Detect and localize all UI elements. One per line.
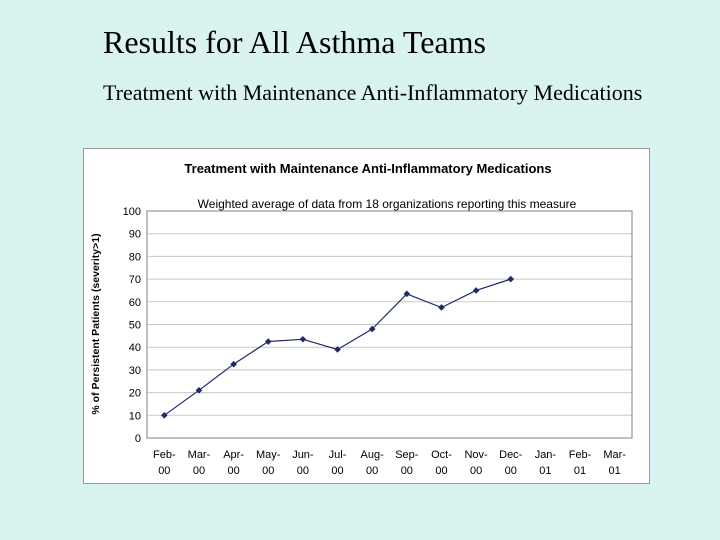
y-tick-label: 40 [129, 342, 141, 354]
y-tick-label: 70 [129, 274, 141, 286]
x-tick-label: Sep-00 [395, 449, 419, 477]
slide-title: Results for All Asthma Teams [103, 24, 486, 60]
x-tick-label: Aug-00 [361, 449, 385, 477]
plot-area [146, 210, 633, 439]
chart-panel: Treatment with Maintenance Anti-Inflamma… [83, 148, 650, 484]
data-point-marker [299, 335, 307, 343]
x-tick-label: Jan-01 [535, 449, 557, 477]
data-point-marker [472, 287, 480, 294]
x-tick-label: Feb-01 [569, 449, 592, 477]
data-point-marker [507, 275, 515, 283]
y-tick-label: 10 [129, 410, 141, 422]
y-tick-label: 90 [129, 229, 141, 241]
x-tick-label: Feb-00 [153, 449, 176, 477]
y-tick-label: 0 [135, 433, 141, 445]
line-chart: Treatment with Maintenance Anti-Inflamma… [90, 161, 633, 477]
data-point-marker [334, 346, 341, 353]
chart-title: Treatment with Maintenance Anti-Inflamma… [184, 161, 551, 176]
slide-subtitle: Treatment with Maintenance Anti-Inflamma… [103, 80, 643, 105]
x-tick-label: Jul-00 [329, 449, 347, 477]
x-tick-label: May-00 [256, 449, 281, 477]
y-tick-label: 80 [129, 251, 141, 263]
data-point-marker [230, 360, 237, 368]
series-line [161, 275, 515, 419]
data-point-marker [403, 290, 411, 298]
y-tick-label: 100 [123, 206, 141, 218]
data-point-marker [264, 338, 272, 345]
data-point-marker [438, 304, 445, 311]
x-tick-labels: Feb-00 Mar-00 Apr-00 May-00 Jun-00 Jul-00 Aug-… [153, 449, 626, 477]
x-tick-label: Mar-01 [603, 449, 626, 477]
data-point-marker [195, 387, 203, 394]
x-tick-label: Mar-00 [188, 449, 211, 477]
x-tick-label: Apr-00 [223, 449, 244, 477]
x-tick-label: Nov-00 [464, 449, 488, 477]
y-tick-labels: 0 10 20 30 40 50 60 70 80 90 100 [123, 206, 141, 445]
x-tick-label: Dec-00 [499, 449, 523, 477]
x-tick-label: Oct-00 [431, 449, 452, 477]
y-tick-label: 20 [129, 388, 141, 400]
y-tick-label: 60 [129, 297, 141, 309]
x-tick-label: Jun-00 [292, 449, 314, 477]
y-tick-label: 50 [129, 320, 141, 332]
chart-annotation: Weighted average of data from 18 organiz… [198, 197, 577, 211]
y-axis-label: % of Persistent Patients (severity>1) [90, 233, 102, 414]
data-point-marker [368, 325, 376, 333]
gridlines [147, 210, 632, 416]
y-tick-label: 30 [129, 365, 141, 377]
